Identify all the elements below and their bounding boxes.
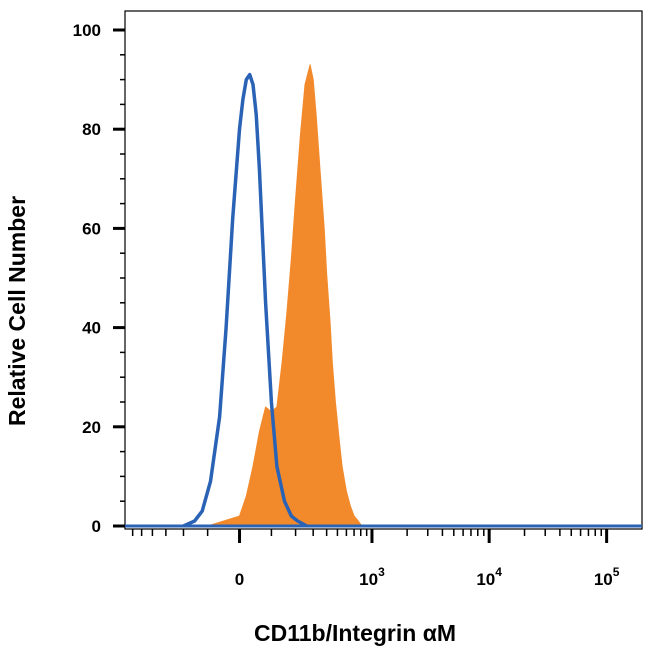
y-axis-title: Relative Cell Number	[4, 196, 30, 426]
y-tick-label-60: 60	[82, 219, 101, 238]
x-tick-label-105: 105	[594, 565, 620, 589]
series-layer	[125, 64, 642, 528]
y-tick-label-40: 40	[82, 319, 101, 338]
plot-frame	[124, 10, 643, 530]
x-tick-label-103: 103	[359, 565, 385, 589]
x-tick-label-104: 104	[476, 565, 502, 589]
x-axis-title: CD11b/Integrin αM	[254, 620, 456, 646]
y-tick-label-0: 0	[92, 517, 101, 536]
axes-layer: 0 20 40 60 80 100 0 103 104 105	[73, 21, 620, 589]
y-tick-label-20: 20	[82, 418, 101, 437]
x-tick-label-0: 0	[235, 570, 244, 589]
series-1-outline	[182, 72, 308, 528]
y-tick-label-100: 100	[73, 21, 101, 40]
series-0-filled-area	[207, 64, 366, 527]
y-tick-label-80: 80	[82, 120, 101, 139]
